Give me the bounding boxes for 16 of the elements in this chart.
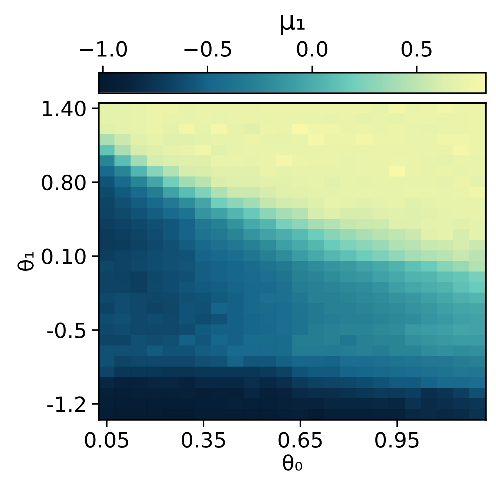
y-tick-label: 1.40	[43, 100, 86, 117]
x-tick-label: 0.95	[376, 432, 419, 448]
x-tick-label: 0.05	[85, 432, 128, 448]
x-tick-label: 0.65	[278, 432, 322, 448]
color-bar-label: 0.0	[297, 41, 328, 58]
color-bar-label: −0.5	[184, 41, 232, 58]
color-bar-label: 0.5	[402, 41, 432, 58]
y-axis-title: θ₁	[18, 252, 34, 272]
color-bar-label: −1.0	[80, 41, 128, 58]
y-tick-label: -1.2	[48, 396, 86, 412]
x-axis-title: θ₀	[283, 454, 302, 471]
y-tick-label: 0.80	[42, 174, 86, 191]
y-tick-label: 0.10	[42, 248, 86, 265]
color-bar-title: μ₁	[281, 15, 305, 36]
y-tick-label: -0.5	[48, 322, 86, 338]
x-tick-label: 0.35	[182, 432, 226, 448]
